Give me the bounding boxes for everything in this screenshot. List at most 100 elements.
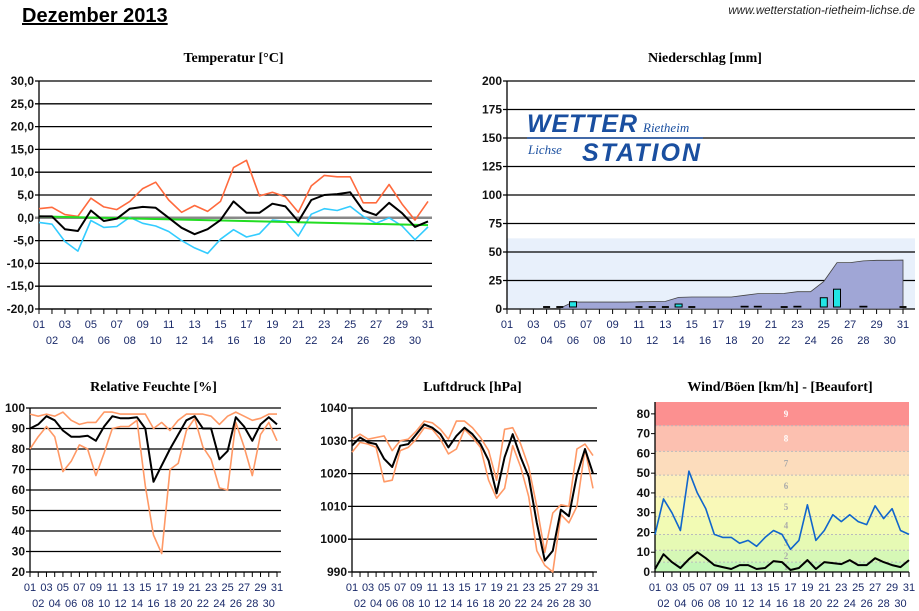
precipitation-bar	[674, 303, 683, 308]
beaufort-band	[655, 425, 909, 452]
x-tick-label: 01	[501, 319, 513, 331]
x-tick-label: 13	[188, 319, 200, 331]
humidity-series-min	[29, 417, 278, 555]
y-tick-label: 25	[489, 274, 503, 288]
humidity-chart: 20 30 40 50 60 70 80 90 100 01 02 03 04 05 06 07 08 09 10 1…	[5, 401, 283, 610]
x-tick-label: 03	[666, 582, 678, 594]
beaufort-label: 8	[784, 434, 789, 444]
y-tick-label: 30	[637, 506, 651, 520]
x-tick-label: 09	[410, 582, 422, 594]
x-tick-label: 23	[791, 319, 803, 331]
x-tick-label: 10	[150, 335, 162, 347]
x-tick-label: 19	[266, 319, 278, 331]
x-tick-label: 13	[750, 582, 762, 594]
wind-series-wind	[654, 551, 910, 571]
x-tick-label: 06	[567, 335, 579, 347]
x-tick-label: 31	[422, 319, 434, 331]
x-tick-label: 21	[507, 582, 519, 594]
x-tick-label: 18	[482, 598, 494, 610]
x-tick-label: 21	[818, 582, 830, 594]
x-tick-label: 04	[540, 335, 552, 347]
precipitation-bar	[648, 306, 656, 308]
temperature-chart: -20,0 -15,0 -10,0 -5,0 0,0 5,0 10,0 15,0 20,0 25,…	[7, 74, 434, 347]
y-tick-label: -20,0	[7, 302, 35, 316]
x-tick-label: 27	[869, 582, 881, 594]
x-tick-label: 23	[835, 582, 847, 594]
y-tick-label: -15,0	[7, 279, 35, 293]
x-tick-label: 03	[362, 582, 374, 594]
x-tick-label: 05	[378, 582, 390, 594]
pressure-series-avg	[351, 423, 594, 562]
x-tick-label: 29	[396, 319, 408, 331]
x-tick-label: 27	[370, 319, 382, 331]
x-tick-label: 10	[620, 335, 632, 347]
site-url[interactable]: www.wetterstation-rietheim-lichse.de	[728, 5, 915, 17]
x-tick-label: 05	[57, 582, 69, 594]
x-tick-label: 04	[72, 335, 84, 347]
y-tick-label: 40	[12, 524, 26, 538]
x-tick-label: 29	[254, 582, 266, 594]
beaufort-band	[655, 534, 909, 551]
x-tick-label: 13	[123, 582, 135, 594]
precipitation-bar	[833, 288, 841, 308]
x-tick-label: 28	[246, 598, 258, 610]
x-tick-label: 16	[699, 335, 711, 347]
y-tick-label: 90	[12, 422, 26, 436]
y-tick-label: 70	[637, 427, 651, 441]
logo-station: STATION	[582, 139, 701, 167]
x-tick-label: 21	[189, 582, 201, 594]
x-tick-label: 13	[442, 582, 454, 594]
x-tick-label: 20	[180, 598, 192, 610]
x-tick-label: 08	[82, 598, 94, 610]
x-tick-label: 27	[238, 582, 250, 594]
x-tick-label: 12	[434, 598, 446, 610]
y-tick-label: 0,0	[17, 211, 34, 225]
x-tick-label: 10	[98, 598, 110, 610]
precipitation-bar	[569, 301, 577, 308]
pressure-series-min	[351, 426, 594, 573]
x-tick-label: 18	[253, 335, 265, 347]
x-tick-label: 20	[752, 335, 764, 347]
precipitation-chart: 0 25 50 75 100 125 150 175 200 010203040506070809…	[482, 74, 915, 347]
y-tick-label: 60	[637, 446, 651, 460]
x-tick-label: 26	[230, 598, 242, 610]
x-tick-label: 17	[240, 319, 252, 331]
beaufort-band	[655, 475, 909, 497]
x-tick-label: 14	[131, 598, 143, 610]
x-tick-label: 16	[466, 598, 478, 610]
x-tick-label: 09	[717, 582, 729, 594]
x-tick-label: 14	[759, 598, 771, 610]
x-tick-label: 03	[59, 319, 71, 331]
x-tick-label: 14	[201, 335, 213, 347]
x-tick-label: 22	[778, 335, 790, 347]
y-tick-label: 100	[5, 401, 25, 415]
x-tick-label: 31	[271, 582, 283, 594]
precipitation-bar	[740, 305, 749, 308]
x-tick-label: 30	[884, 335, 896, 347]
y-tick-label: 100	[482, 188, 502, 202]
x-tick-label: 30	[894, 598, 906, 610]
wind-series-gusts	[654, 470, 910, 551]
y-tick-label: 1030	[320, 434, 347, 448]
x-tick-label: 21	[765, 319, 777, 331]
x-tick-label: 22	[827, 598, 839, 610]
y-tick-label: 20,0	[11, 120, 35, 134]
x-tick-label: 26	[357, 335, 369, 347]
logo-rietheim: Rietheim	[642, 120, 689, 135]
x-tick-label: 02	[514, 335, 526, 347]
x-tick-label: 04	[674, 598, 686, 610]
x-tick-label: 28	[563, 598, 575, 610]
x-tick-label: 18	[793, 598, 805, 610]
x-tick-label: 16	[147, 598, 159, 610]
y-tick-label: 125	[482, 160, 502, 174]
x-tick-label: 07	[700, 582, 712, 594]
x-tick-label: 01	[24, 582, 36, 594]
beaufort-band	[655, 402, 909, 426]
temperature-series-avg	[39, 191, 429, 236]
x-tick-label: 18	[164, 598, 176, 610]
x-tick-label: 05	[85, 319, 97, 331]
y-tick-label: 0	[643, 565, 650, 579]
beaufort-label: 5	[784, 502, 789, 512]
x-tick-label: 15	[458, 582, 470, 594]
